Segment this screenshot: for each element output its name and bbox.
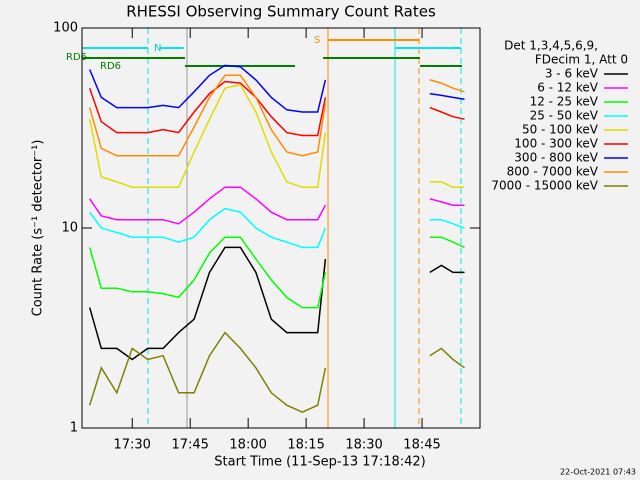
x-tick-label: 18:00 [229, 438, 266, 453]
series-line [88, 331, 465, 414]
series-line [89, 64, 465, 113]
x-tick-label: 17:45 [171, 438, 208, 453]
y-tick-label: 100 [53, 21, 78, 36]
footer: 22-Oct-2021 07:43 [560, 468, 636, 477]
legend-label: 7000 - 15000 keV [491, 179, 598, 193]
series-line [88, 246, 465, 361]
annotation: N [154, 43, 161, 54]
series-line [88, 83, 465, 188]
legend-label: 6 - 12 keV [537, 81, 599, 95]
annotation: S [314, 35, 320, 46]
chart-title: RHESSI Observing Summary Count Rates [126, 3, 436, 21]
x-tick-label: 18:15 [287, 438, 324, 453]
annotation: RD6 [100, 61, 121, 72]
legend-label: 3 - 6 keV [545, 67, 599, 81]
series-line [89, 207, 465, 249]
series-line [88, 236, 465, 309]
series-line [89, 186, 465, 225]
legend-label: 25 - 50 keV [530, 109, 599, 123]
legend-label: 100 - 300 keV [514, 137, 598, 151]
legend-label: 50 - 100 keV [522, 123, 599, 137]
x-tick-label: 18:30 [345, 438, 382, 453]
x-tick-label: 17:30 [113, 438, 150, 453]
legend-title: Det 1,3,4,5,6,9, [504, 39, 598, 53]
y-tick-label: 10 [61, 221, 78, 236]
flags [81, 28, 462, 428]
y-axis-label: Count Rate (s⁻¹ detector⁻¹) [31, 140, 46, 317]
legend-title: FDecim 1, Att 0 [535, 53, 628, 67]
plot-frame [81, 27, 481, 429]
legend-label: 800 - 7000 keV [507, 165, 599, 179]
x-axis-label: Start Time (11-Sep-13 17:18:42) [214, 455, 425, 470]
series-line [88, 74, 465, 157]
annotation: RD6 [66, 52, 87, 63]
legend-label: 12 - 25 keV [530, 95, 599, 109]
legend-label: 300 - 800 keV [514, 151, 598, 165]
x-tick-label: 18:45 [403, 438, 440, 453]
series-line [88, 80, 465, 137]
y-tick-label: 1 [70, 421, 78, 436]
